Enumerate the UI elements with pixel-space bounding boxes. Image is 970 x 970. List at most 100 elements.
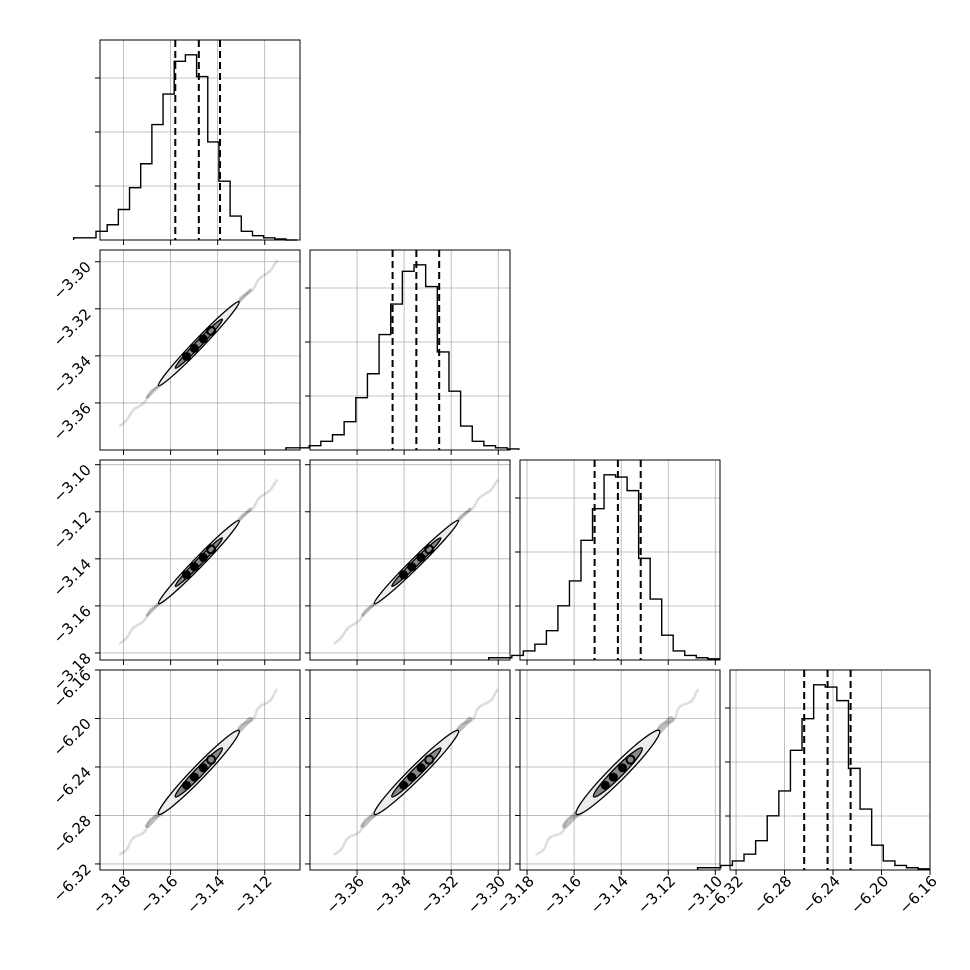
scatter-point [559,831,563,835]
scatter-point [268,699,272,703]
scatter-point [685,702,689,706]
scatter-point [366,606,370,610]
scatter-point [475,499,479,502]
contour-core [182,351,192,361]
panel-frame [729,669,931,871]
scatter-point [141,620,145,624]
scatter-point [575,814,579,818]
y-tick-label: −3.16 [50,602,95,647]
scatter-point [131,409,135,413]
scatter-point [265,272,269,275]
scatter-point [259,495,263,498]
scatter-point [472,505,476,509]
scatter-point [275,688,279,692]
scatter-point [350,623,354,627]
scatter-point [352,623,355,626]
scatter-point [133,835,137,839]
scatter-point [147,392,151,396]
scatter-point [564,819,568,822]
contour-ring [625,754,636,765]
contour-core [182,570,192,580]
x-tick-label: −3.34 [370,872,415,917]
scatter-point [273,262,277,266]
scatter-point [358,618,361,622]
scatter-point [657,727,661,730]
scatter-point [125,636,129,640]
scatter-point [146,823,150,826]
scatter-point [458,514,462,518]
scatter-point [270,486,274,490]
scatter-point [694,691,698,695]
contour-core [189,343,199,353]
scatter-point [668,720,672,724]
scatter-point [148,391,152,395]
scatter-point [356,620,360,624]
scatter-point [678,705,682,709]
scatter-point [132,408,136,412]
scatter-point [347,625,351,629]
scatter-point [256,707,260,710]
scatter-point [271,694,275,698]
scatter-point [274,261,278,264]
scatter-point [670,720,674,723]
scatter-point [359,828,363,832]
scatter-point [125,418,129,422]
scatter-point [121,850,125,854]
scatter-point [662,721,665,725]
scatter-point [491,486,494,490]
scatter-point [535,852,539,856]
x-tick-label: −3.14 [587,872,632,917]
contour-inner [592,747,644,798]
scatter-point [256,278,260,282]
scatter-point [482,493,486,496]
scatter-point [477,705,481,709]
scatter-point [466,510,470,514]
scatter-point [145,614,149,618]
scatter-point [675,710,679,714]
scatter-point [337,638,341,642]
y-tick-label: −6.28 [50,812,95,857]
scatter-point [269,268,273,272]
contour-core [600,780,610,790]
scatter-point [146,612,150,616]
contour-inner [391,747,442,798]
scatter-point [249,719,253,723]
scatter-point [245,292,249,295]
scatter-point [259,275,263,279]
scatter-point [258,277,261,281]
scatter-point [460,513,464,517]
contour-core [399,570,409,580]
scatter-point [371,604,375,608]
scatter-point [337,849,341,853]
scatter-point [140,403,144,407]
scatter-point [493,483,497,487]
scatter-point [332,641,336,645]
scatter-point [545,840,549,844]
scatter-point [695,689,699,693]
scatter-point [355,832,359,836]
panel-2-0 [99,459,301,661]
scatter-point [360,614,364,618]
scatter-point [542,847,546,851]
scatter-point [262,702,266,706]
scatter-point [140,832,144,836]
scatter-point [128,413,132,417]
scatter-point [486,701,489,705]
contour-ring [206,754,217,765]
scatter-point [482,702,486,706]
scatter-point [122,420,126,424]
scatter-point [683,702,687,706]
scatter-point [465,511,469,514]
panel-frame [309,249,511,451]
scatter-point [130,628,134,632]
scatter-point [240,294,244,298]
scatter-point [129,838,133,842]
scatter-point [123,849,127,853]
scatter-point [124,419,128,423]
scatter-point [248,509,252,513]
contour-core [407,562,417,572]
scatter-point [135,834,139,838]
scatter-point [563,822,567,826]
scatter-point [132,836,135,840]
scatter-point [272,264,276,267]
